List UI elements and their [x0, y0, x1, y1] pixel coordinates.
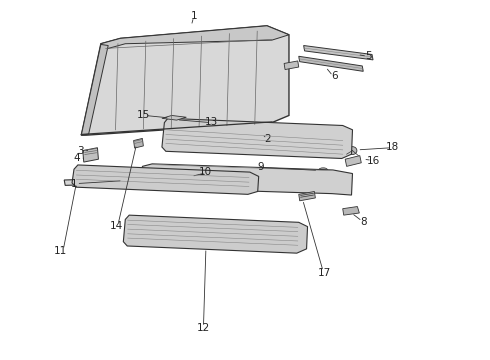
Ellipse shape [288, 181, 305, 189]
Ellipse shape [348, 147, 357, 154]
Polygon shape [304, 45, 373, 60]
Ellipse shape [172, 177, 181, 183]
Text: 1: 1 [71, 179, 77, 189]
Polygon shape [123, 215, 308, 253]
Ellipse shape [185, 175, 202, 183]
Ellipse shape [87, 152, 95, 158]
Polygon shape [284, 61, 299, 69]
Polygon shape [162, 118, 352, 158]
Ellipse shape [346, 208, 354, 213]
Polygon shape [343, 207, 359, 215]
Ellipse shape [237, 178, 253, 186]
Polygon shape [64, 172, 315, 185]
Text: 15: 15 [137, 110, 150, 120]
Text: 17: 17 [318, 267, 331, 278]
Polygon shape [101, 26, 289, 49]
Ellipse shape [319, 168, 328, 172]
Text: 9: 9 [257, 162, 264, 172]
Polygon shape [81, 44, 108, 135]
Text: 11: 11 [54, 246, 67, 256]
Text: 13: 13 [205, 117, 219, 127]
Ellipse shape [230, 175, 260, 189]
Text: 1: 1 [191, 11, 197, 21]
Polygon shape [250, 126, 270, 138]
Text: 16: 16 [367, 156, 380, 166]
Polygon shape [345, 156, 361, 166]
Ellipse shape [282, 178, 311, 192]
Text: 10: 10 [198, 167, 212, 177]
Polygon shape [83, 148, 98, 162]
Polygon shape [299, 56, 363, 71]
Polygon shape [134, 138, 144, 148]
Text: 14: 14 [109, 221, 122, 231]
Text: 6: 6 [331, 71, 338, 81]
Ellipse shape [179, 172, 208, 186]
Text: 18: 18 [386, 142, 399, 152]
Text: 8: 8 [360, 217, 367, 227]
Polygon shape [142, 164, 352, 195]
Text: 12: 12 [197, 323, 210, 333]
Text: 4: 4 [73, 153, 80, 163]
Polygon shape [162, 116, 186, 120]
Text: 5: 5 [366, 51, 372, 61]
Text: 3: 3 [77, 145, 84, 156]
Polygon shape [81, 26, 289, 135]
Text: 2: 2 [265, 135, 271, 144]
Polygon shape [299, 192, 316, 201]
Polygon shape [72, 165, 259, 194]
